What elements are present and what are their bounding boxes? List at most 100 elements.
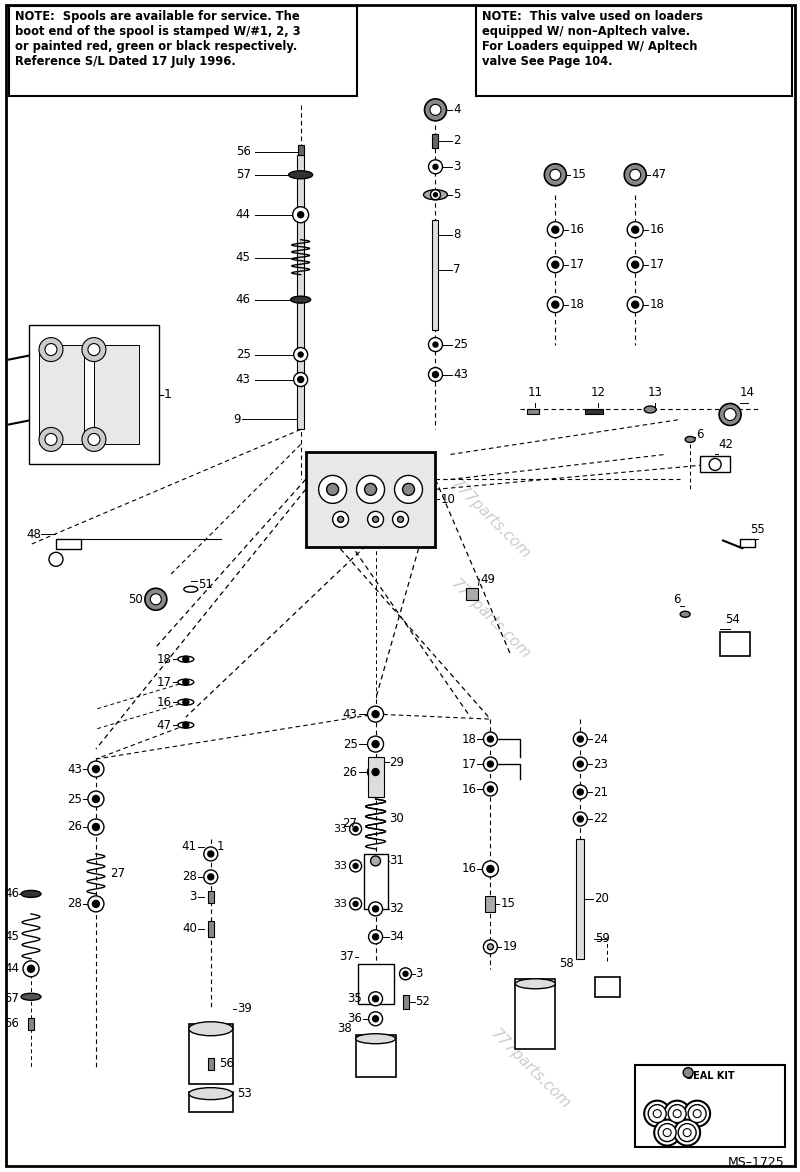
Text: 31: 31 (390, 854, 405, 867)
Circle shape (709, 458, 721, 470)
Text: 33: 33 (334, 899, 347, 908)
Circle shape (487, 736, 494, 742)
Circle shape (668, 1105, 686, 1123)
Bar (700, 456, 730, 472)
Bar (363, 854, 387, 908)
Circle shape (674, 1119, 700, 1145)
Text: 18: 18 (570, 298, 584, 311)
Bar (208, 891, 214, 902)
Text: 43: 43 (67, 763, 82, 776)
Text: 17: 17 (649, 258, 664, 271)
Text: 41: 41 (182, 840, 197, 853)
Bar (208, 1057, 214, 1070)
Ellipse shape (289, 171, 313, 179)
Circle shape (183, 679, 189, 686)
Text: SEAL KIT: SEAL KIT (686, 1071, 734, 1081)
Text: 777parts.com: 777parts.com (487, 1026, 573, 1111)
Text: 40: 40 (182, 922, 197, 935)
Text: 3: 3 (190, 891, 197, 904)
Circle shape (372, 741, 379, 748)
Circle shape (394, 476, 422, 504)
Ellipse shape (21, 993, 41, 1000)
Bar (635, 1064, 785, 1146)
Circle shape (719, 403, 741, 425)
Circle shape (208, 851, 214, 857)
Circle shape (578, 761, 583, 766)
Circle shape (403, 972, 408, 976)
Circle shape (624, 164, 646, 186)
Ellipse shape (355, 1034, 395, 1044)
Text: 50: 50 (128, 593, 143, 606)
Text: 24: 24 (594, 732, 608, 745)
Text: 45: 45 (4, 931, 19, 943)
Bar (29, 325, 159, 464)
Circle shape (39, 338, 63, 361)
Circle shape (487, 786, 494, 792)
Circle shape (350, 860, 362, 872)
Ellipse shape (178, 679, 194, 686)
Circle shape (429, 368, 442, 382)
Bar (466, 588, 478, 600)
Text: 17: 17 (570, 258, 584, 271)
Circle shape (298, 376, 304, 382)
Ellipse shape (21, 891, 41, 898)
Text: 47: 47 (651, 169, 666, 182)
Ellipse shape (184, 586, 198, 592)
Text: 46: 46 (236, 293, 250, 306)
Text: 35: 35 (347, 993, 362, 1006)
Text: 32: 32 (390, 902, 405, 915)
Circle shape (627, 257, 643, 273)
Text: 18: 18 (157, 653, 172, 666)
Text: 777parts.com: 777parts.com (448, 477, 533, 563)
Circle shape (294, 373, 308, 387)
Text: 44: 44 (236, 209, 250, 222)
Text: 5: 5 (454, 189, 461, 202)
Circle shape (93, 900, 99, 907)
Circle shape (370, 856, 381, 866)
Text: 25: 25 (67, 792, 82, 805)
Circle shape (487, 865, 494, 872)
Circle shape (632, 301, 638, 308)
Bar (358, 963, 394, 1003)
Circle shape (693, 1110, 701, 1118)
Circle shape (574, 785, 587, 799)
Text: 58: 58 (559, 958, 574, 970)
Circle shape (372, 769, 379, 776)
Text: 56: 56 (4, 1017, 19, 1030)
Circle shape (393, 511, 409, 527)
Text: 56: 56 (218, 1057, 234, 1070)
Circle shape (39, 428, 63, 451)
Ellipse shape (515, 979, 555, 989)
Text: 8: 8 (454, 229, 461, 241)
Circle shape (683, 1129, 691, 1137)
Circle shape (627, 222, 643, 238)
Bar (189, 1091, 233, 1111)
Circle shape (630, 169, 641, 180)
Circle shape (204, 870, 218, 884)
Circle shape (632, 226, 638, 233)
Circle shape (547, 222, 563, 238)
Circle shape (145, 588, 167, 611)
Ellipse shape (290, 297, 310, 304)
Circle shape (294, 348, 308, 361)
Text: 46: 46 (4, 887, 19, 900)
Circle shape (487, 761, 494, 766)
Circle shape (648, 1105, 666, 1123)
Bar (586, 409, 603, 415)
Circle shape (353, 826, 358, 831)
Bar (306, 452, 435, 547)
Text: NOTE:  Spools are available for service. The
boot end of the spool is stamped W/: NOTE: Spools are available for service. … (15, 11, 301, 68)
Circle shape (373, 934, 378, 940)
Text: NOTE:  This valve used on loaders
equipped W/ non–Apltech valve.
For Loaders equ: NOTE: This valve used on loaders equippe… (482, 11, 703, 68)
Circle shape (298, 212, 304, 218)
Circle shape (547, 297, 563, 313)
Text: 30: 30 (390, 812, 404, 825)
Circle shape (433, 164, 438, 169)
Ellipse shape (680, 612, 690, 618)
Circle shape (183, 656, 189, 662)
Text: 10: 10 (441, 493, 455, 506)
Text: 43: 43 (342, 708, 358, 721)
Circle shape (654, 1119, 680, 1145)
Circle shape (487, 943, 494, 949)
Circle shape (350, 823, 362, 834)
